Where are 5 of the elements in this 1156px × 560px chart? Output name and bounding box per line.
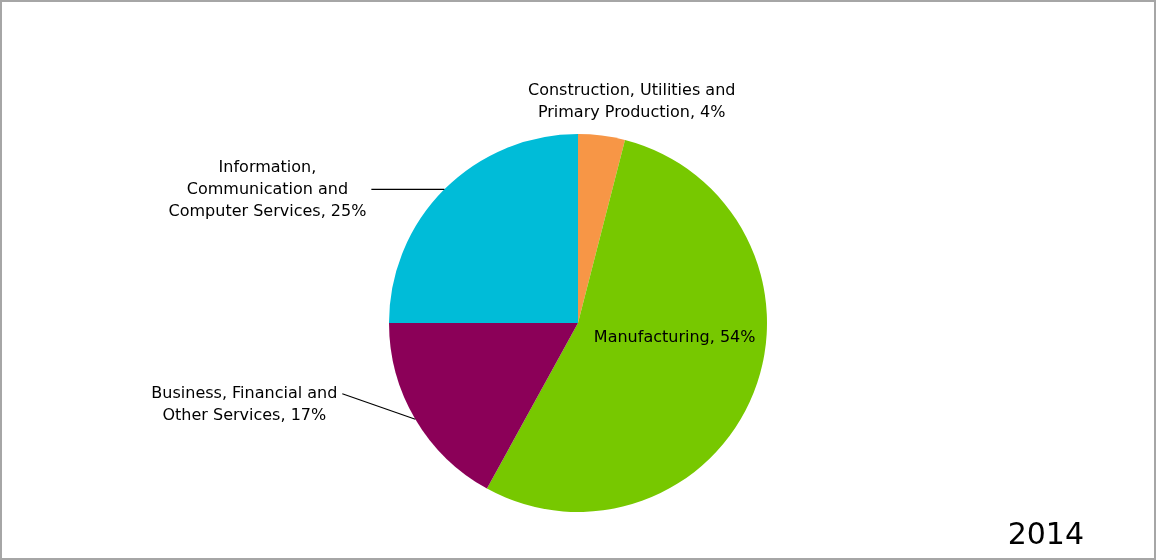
slice-label: Business, Financial and Other Services, 17% [151,382,338,424]
text: 2014 [1007,516,1084,551]
slice-label: Manufacturing, 54% [593,327,756,347]
slice-label: Information, Communication and Computer Services, 25% [168,156,367,220]
slice-label: Construction, Utilities and Primary Production, 4% [527,79,736,121]
